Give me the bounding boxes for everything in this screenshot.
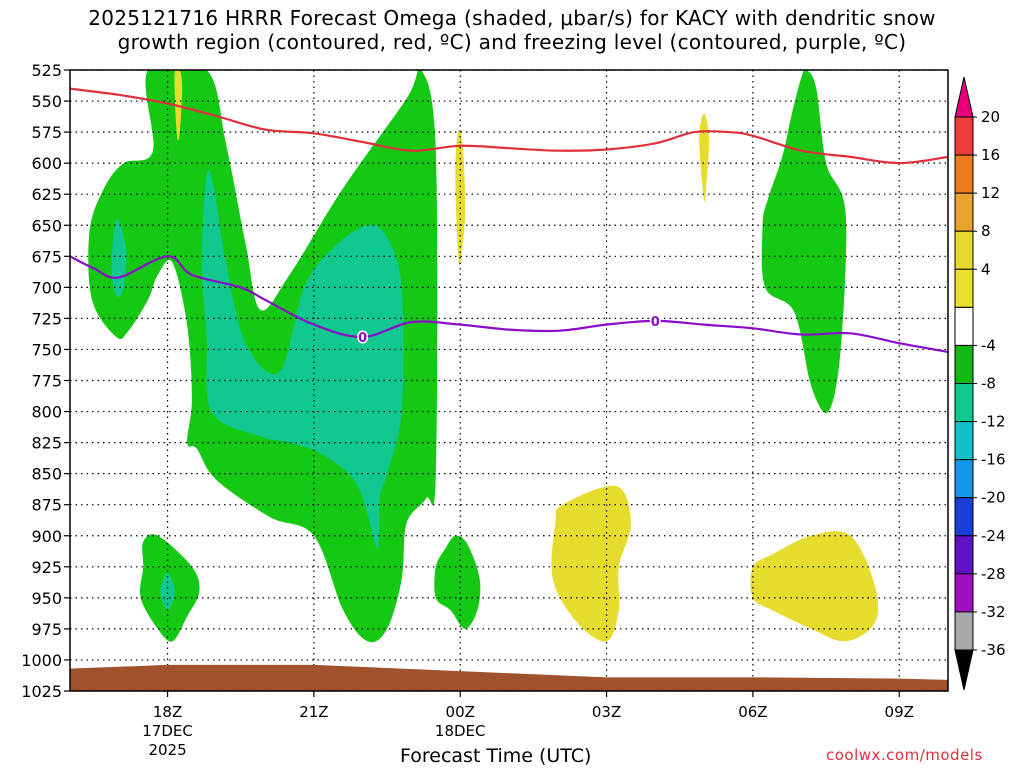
x-tick-label: 00Z	[446, 703, 475, 721]
colorbar-band	[954, 611, 974, 651]
chart-title-line1: 2025121716 HRRR Forecast Omega (shaded, …	[88, 6, 936, 30]
y-tick-label: 975	[31, 620, 62, 639]
colorbar-band	[954, 116, 974, 156]
omega-region-5	[434, 535, 481, 629]
colorbar-max-arrow	[954, 76, 974, 118]
y-tick-label: 775	[31, 372, 62, 391]
y-tick-label: 525	[31, 61, 62, 80]
gridlines	[70, 69, 948, 692]
y-tick-label: 600	[31, 154, 62, 173]
y-tick-label: 850	[31, 465, 62, 484]
y-tick-label: 875	[31, 496, 62, 515]
x-tick-label: 21Z	[299, 703, 328, 721]
y-tick-label: 825	[31, 434, 62, 453]
chart-title-line2: growth region (contoured, red, ºC) and f…	[117, 30, 907, 54]
contour-label: 0	[651, 315, 660, 330]
colorbar-band	[954, 459, 974, 499]
colorbar-tick-label: 8	[981, 222, 991, 240]
colorbar-band	[954, 535, 974, 575]
terrain-fill	[70, 664, 948, 691]
x-tick-label: 18Z	[153, 703, 182, 721]
y-tick-label: 550	[31, 92, 62, 111]
source-credit: coolwx.com/models	[826, 746, 983, 764]
y-tick-label: 575	[31, 123, 62, 142]
y-tick-label: 725	[31, 309, 62, 328]
y-tick-label: 900	[31, 527, 62, 546]
y-tick-label: 800	[31, 403, 62, 422]
colorbar-tick-label: -20	[981, 489, 1006, 507]
y-tick-label: 750	[31, 340, 62, 359]
colorbar-tick-label: 16	[981, 146, 1000, 164]
contour-label: 0	[358, 331, 367, 346]
colorbar-tick-label: -4	[981, 336, 996, 354]
colorbar-band	[954, 497, 974, 537]
y-tick-label: 650	[31, 216, 62, 235]
y-tick-label: 1000	[21, 651, 62, 670]
x-axis-label: Forecast Time (UTC)	[400, 745, 592, 767]
colorbar-band	[954, 383, 974, 423]
x-tick-label: 2025	[148, 741, 186, 759]
y-tick-label: 675	[31, 247, 62, 266]
chart-title: 2025121716 HRRR Forecast Omega (shaded, …	[0, 6, 1024, 54]
omega-region-9	[699, 113, 710, 203]
x-tick-label: 03Z	[592, 703, 621, 721]
colorbar-tick-label: 4	[981, 260, 991, 278]
contour-line-1	[70, 255, 948, 353]
colorbar-tick-label: -12	[981, 413, 1006, 431]
terrain-area	[70, 664, 948, 691]
colorbar-band	[954, 421, 974, 461]
x-tick-label: 17DEC	[142, 722, 193, 740]
colorbar-tick-label: -32	[981, 603, 1006, 621]
omega-region-6	[761, 70, 847, 413]
contour-lines: 00	[70, 87, 948, 353]
colorbar-legend: 20 16 12 8 4 -4 -8 -12 -16 -20 -24 -28 -32 -36	[954, 76, 1006, 691]
colorbar-tick-label: -8	[981, 375, 996, 393]
y-tick-label: 700	[31, 278, 62, 297]
colorbar-band	[954, 344, 974, 384]
x-tick-label: 18DEC	[435, 722, 486, 740]
omega-region-1	[201, 170, 404, 549]
colorbar-band	[954, 192, 974, 232]
omega-region-4	[160, 573, 175, 611]
contour-line-0	[70, 87, 948, 165]
colorbar-tick-label: -36	[981, 641, 1006, 659]
colorbar-tick-label: -28	[981, 565, 1006, 583]
x-tick-label: 06Z	[738, 703, 767, 721]
x-tick-label: 09Z	[885, 703, 914, 721]
omega-region-10	[551, 485, 631, 642]
y-tick-label: 925	[31, 558, 62, 577]
colorbar-min-arrow	[954, 649, 974, 691]
omega-region-11	[750, 531, 879, 642]
colorbar-tick-label: 12	[981, 184, 1000, 202]
colorbar-band	[954, 230, 974, 270]
y-tick-label: 1025	[21, 682, 62, 701]
colorbar-band	[954, 268, 974, 308]
colorbar-tick-label: -24	[981, 527, 1006, 545]
y-axis: 525 550 575 600 625 650 675 700 725 750 775 800 825 8…	[21, 61, 70, 701]
omega-region-0	[88, 70, 438, 643]
y-tick-label: 625	[31, 185, 62, 204]
colorbar-tick-label: -16	[981, 451, 1006, 469]
colorbar-band	[954, 306, 974, 346]
colorbar-band	[954, 154, 974, 194]
shaded-omega-regions	[88, 70, 879, 643]
colorbar-tick-label: 20	[981, 108, 1000, 126]
y-tick-label: 950	[31, 589, 62, 608]
colorbar-band	[954, 573, 974, 613]
